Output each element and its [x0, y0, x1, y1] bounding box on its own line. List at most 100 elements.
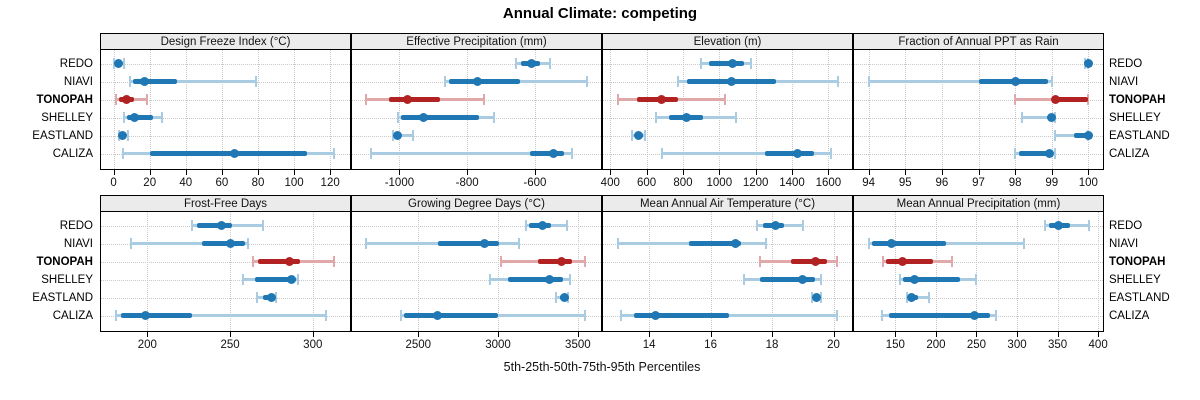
gridline-vertical [534, 50, 536, 169]
whisker-5-95 [115, 313, 326, 318]
whisker-cap-95th [1087, 94, 1090, 105]
gridline-vertical [1015, 50, 1017, 169]
median-dot [1010, 77, 1020, 86]
gridline-horizontal [854, 261, 1103, 263]
x-axis-caption: 5th-25th-50th-75th-95th Percentiles [503, 360, 701, 374]
gridline-vertical [498, 212, 500, 331]
axis-tick-label: 16 [704, 339, 717, 351]
median-dot [230, 149, 240, 158]
gridline-horizontal [352, 225, 601, 227]
panel-mean-annual-precipitation-mm [853, 212, 1104, 332]
whisker-cap-95th [568, 274, 571, 285]
row-label-left-shelley: SHELLEY [41, 111, 93, 124]
whisker-cap-5th [121, 148, 124, 159]
gridline-vertical [905, 50, 907, 169]
whisker-cap-95th [830, 148, 833, 159]
row-label-right-caliza: CALIZA [1109, 309, 1150, 322]
iqr-bar-25-75 [149, 151, 307, 156]
strip-growing-degree-days-c: Growing Degree Days (°C) [351, 195, 602, 212]
whisker-cap-5th [444, 76, 447, 87]
whisker-cap-5th [867, 238, 870, 249]
axis-tick [1015, 170, 1017, 175]
whisker-cap-5th [391, 130, 394, 141]
whisker-cap-95th [951, 256, 954, 267]
gridline-horizontal [603, 297, 852, 299]
iqr-bar-25-75 [871, 241, 946, 246]
gridline-vertical [833, 212, 835, 331]
axis-tick-label: 300 [1007, 339, 1027, 351]
strip-label-elevation-m: Elevation (m) [693, 35, 762, 48]
median-dot [538, 221, 548, 230]
median-dot [656, 95, 666, 104]
whisker-cap-5th [489, 274, 492, 285]
whisker-cap-95th [1088, 220, 1091, 231]
axis-tick [1098, 332, 1100, 337]
median-dot [556, 257, 566, 266]
axis-tick-label: 600 [637, 177, 657, 189]
axis-tick-label: 3000 [485, 339, 511, 351]
gridline-vertical [895, 212, 897, 331]
gridline-horizontal [101, 261, 350, 263]
gridline-vertical [1057, 212, 1059, 331]
gridline-horizontal [854, 279, 1103, 281]
gridline-vertical [828, 50, 830, 169]
whisker-cap-5th [1014, 148, 1017, 159]
panel-design-freeze-index-c [100, 50, 351, 170]
axis-tick [868, 170, 870, 175]
axis-tick [294, 170, 296, 175]
gridline-horizontal [603, 135, 852, 137]
median-dot [969, 311, 979, 320]
axis-tick-label: 250 [966, 339, 987, 351]
whisker-cap-5th [500, 256, 503, 267]
whisker-cap-95th [549, 58, 552, 69]
median-dot [403, 95, 413, 104]
median-dot [812, 293, 822, 302]
median-dot [285, 257, 295, 266]
whisker-cap-95th [571, 148, 574, 159]
strip-label-effective-precipitation-mm: Effective Precipitation (mm) [406, 35, 547, 48]
strip-mean-annual-air-temperature-c: Mean Annual Air Temperature (°C) [602, 195, 853, 212]
iqr-bar-25-75 [888, 313, 991, 318]
whisker-5-95 [1055, 133, 1089, 138]
axis-tick-label: 2500 [405, 339, 432, 351]
gridline-vertical [1098, 212, 1100, 331]
gridline-vertical [312, 212, 314, 331]
whisker-cap-95th [333, 256, 336, 267]
row-label-left-niavi: NIAVI [63, 237, 93, 250]
iqr-bar-25-75 [709, 61, 744, 66]
gridline-horizontal [603, 279, 852, 281]
gridline-vertical [577, 212, 579, 331]
whisker-cap-5th [555, 292, 558, 303]
axis-tick [577, 332, 579, 337]
whisker-cap-95th [247, 238, 250, 249]
panel-frost-free-days [100, 212, 351, 332]
median-dot [1083, 131, 1093, 140]
iqr-bar-25-75 [507, 277, 564, 282]
axis-tick [147, 332, 149, 337]
gridline-vertical [330, 50, 332, 169]
median-dot [633, 131, 643, 140]
median-dot [909, 275, 919, 284]
gridline-vertical [755, 50, 757, 169]
whisker-cap-95th [928, 292, 931, 303]
row-label-left-redo: REDO [59, 219, 93, 232]
median-dot [121, 95, 131, 104]
whisker-cap-5th [242, 274, 245, 285]
axis-tick [467, 170, 469, 175]
axis-tick-label: 120 [320, 177, 340, 189]
gridline-vertical [978, 50, 980, 169]
axis-tick-label: 350 [1047, 339, 1068, 351]
gridline-vertical [772, 212, 774, 331]
whisker-cap-95th [835, 310, 838, 321]
row-label-right-caliza: CALIZA [1109, 147, 1150, 160]
whisker-cap-5th [399, 310, 402, 321]
strip-frost-free-days: Frost-Free Days [100, 195, 351, 212]
whisker-cap-5th [617, 238, 620, 249]
axis-tick-label: 97 [972, 177, 985, 189]
iqr-bar-25-75 [764, 151, 814, 156]
axis-tick [976, 332, 978, 337]
whisker-cap-95th [1023, 238, 1026, 249]
median-dot [650, 311, 660, 320]
gridline-vertical [1051, 50, 1053, 169]
row-label-left-tonopah: TONOPAH [36, 93, 93, 106]
